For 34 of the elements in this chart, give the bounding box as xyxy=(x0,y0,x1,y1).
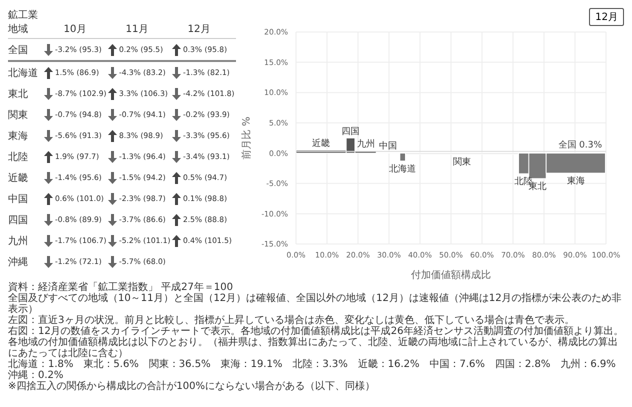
text: 地域 xyxy=(8,22,29,37)
y-axis-title: 前月比 % xyxy=(240,116,253,160)
category-label: 四国 xyxy=(8,214,28,226)
category-label: 北海道 xyxy=(8,68,38,78)
category-label: 東北 xyxy=(8,88,28,100)
annotation: 九州 xyxy=(356,138,375,150)
annotation: 四国 xyxy=(342,127,360,137)
text: 全国及びすべての地域（10～11月）と全国（12月）は確報値、全国以外の地域（12月）は速報値（沖縄は12月の指標が未公表のため非表示） xyxy=(8,293,623,315)
category-label: 東海 xyxy=(8,130,28,142)
x-axis-title: 付加価値額構成比 xyxy=(411,269,491,281)
text: 資料：経済産業省「鉱工業指数」 平成27年＝100 xyxy=(8,282,234,293)
category-label: 全国 xyxy=(8,44,28,56)
annotation: 北海道 xyxy=(389,163,416,174)
category-label: 関東 xyxy=(8,110,28,120)
category-label: 10月 xyxy=(62,23,88,37)
category-label: 近畿 xyxy=(8,172,28,184)
ref-line-label: 全国 0.3% xyxy=(558,139,602,150)
category-label: 九州 xyxy=(8,236,28,246)
text: ※四捨五入の関係から構成比の合計が100%にならない場合がある（以下、同様） xyxy=(8,381,376,392)
category-label: 中国 xyxy=(8,194,28,204)
text: 各地域の付加価値額構成比は以下のとおり。（福井県は、指数算出にあたって、北陸、近畿の両地域に計上されているが、構成比の算出にあたっては北陸に含む） xyxy=(8,337,619,359)
annotation: 東海 xyxy=(566,176,585,187)
category-label: 12月 xyxy=(186,23,212,37)
text: 北海道：1.8% 東北：5.6% 関東：36.5% 東海：19.1% 北陸：3.3% 近畿：16.2% 中国：7.6% 四国：2.8% 九州：6.9% 沖縄：0.2% xyxy=(8,359,617,381)
category-label: 11月 xyxy=(124,23,150,37)
text: 鉱工業 xyxy=(8,8,39,22)
text: 左図：直近3ヶ月の状況。前月と比較し、指標が上昇している場合は赤色、変化なしは黄色、低下している場合は青色で表示。 xyxy=(8,315,576,326)
text: 12月 xyxy=(589,8,624,26)
category-label: 北陸 xyxy=(8,152,28,162)
annotation: 関東 xyxy=(452,156,471,168)
annotation: 近畿 xyxy=(312,138,330,150)
category-label: 沖縄 xyxy=(8,256,28,268)
annotation: 中国 xyxy=(379,140,398,152)
text: 右図：12月の数値をスカイラインチャートで表示。各地域の付加価値額構成比は平成26年経済センサス活動調査の付加価値額より算出。 xyxy=(8,326,624,337)
